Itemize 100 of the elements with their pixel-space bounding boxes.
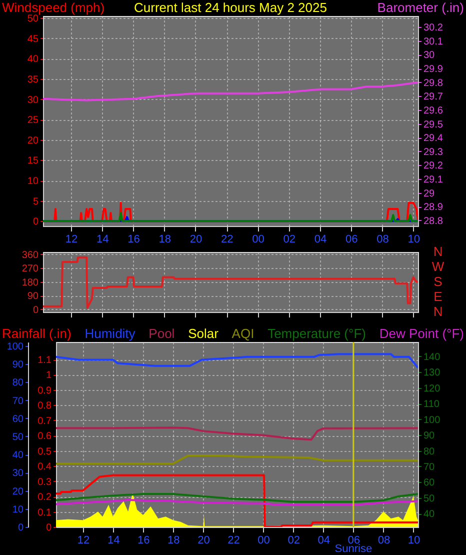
text: N [433,244,443,259]
y3-tick-label: 70 [12,396,24,407]
x-tick-label: 10 [408,534,420,546]
text: Barometer (.in) [377,0,464,15]
text: Solar [188,326,220,341]
y2-tick-label: 50 [424,493,436,504]
series-label: Humidity [84,326,136,341]
x-tick-label: 00 [258,534,270,546]
y2-tick-label: 90 [424,430,436,442]
y3-tick-label: 20 [12,486,24,498]
y2-tick-label: 80 [424,446,436,458]
text: Temperature (°F) [268,326,366,341]
y2-tick-label: 60 [424,478,436,489]
x-tick-label: 04 [314,234,327,246]
text: E [434,289,443,304]
y3-tick-label: 10 [12,504,24,516]
text: Dew Point (°F) [379,326,464,341]
y-tick-label: 0 [46,522,52,534]
x-tick-label: 00 [252,234,264,246]
y-tick-label: 10 [27,176,39,188]
y-tick-label: 0.7 [38,416,52,427]
x-tick-label: 08 [378,534,390,546]
line-series [56,353,418,369]
text: Windspeed (mph) [2,0,105,15]
y-tick-label: 360 [22,250,39,261]
y-tick-label: 25 [27,115,39,126]
x-tick-label: 10 [408,234,420,246]
line-series [56,454,418,465]
y-tick-label: 0.9 [38,385,52,396]
x-tick-label: 22 [220,234,234,246]
ref-line-label: Sunrise [334,543,372,555]
y2-tick-label: 140 [424,352,441,363]
y2-tick-label: 130 [424,368,441,379]
y-tick-label: 0.8 [38,400,52,412]
y3-tick-label: 40 [12,450,24,462]
x-tick-label: 02 [288,534,300,546]
y-tick-label: 1.1 [38,355,52,366]
y3-tick-label: 60 [12,414,24,425]
text: W [432,259,445,274]
y3-tick-label: 80 [12,378,24,389]
x-tick-label: 16 [137,534,150,546]
line-series [56,492,418,503]
y2-tick-label: 29.5 [424,119,444,130]
chart-title: Current last 24 hours May 2 2025 [134,0,327,15]
text: Rainfall (.in) [2,326,72,341]
y-tick-label: 0.5 [38,446,52,458]
x-tick-label: 20 [190,234,202,246]
y3-tick-label: 100 [6,341,24,352]
y-tick-label: 15 [27,156,39,167]
y-tick-label: 45 [27,34,39,45]
y-tick-label: 30 [27,94,39,106]
y-tick-label: 20 [27,135,39,146]
x-tick-label: 22 [228,534,240,546]
text: N [433,304,443,319]
y-tick-label: 0 [32,216,39,228]
x-tick-label: 14 [96,234,109,246]
x-tick-label: 18 [168,534,180,546]
y2-tick-label: 70 [424,462,436,473]
y-tick-label: 0.6 [38,431,52,442]
y3-tick-label: 90 [12,360,24,371]
text: Pool [148,326,175,341]
x-tick-label: 06 [345,234,358,246]
y2-tick-label: 29 [424,188,436,200]
y2-tick-label: 29.1 [424,174,444,186]
y2-tick-label: 29.3 [424,146,444,158]
y2-tick-label: 120 [424,383,441,394]
y2-tick-label: 29.7 [424,92,444,103]
text: AQI [232,326,254,341]
y-tick-label: 50 [27,14,39,25]
y2-tick-label: 28.9 [424,202,444,214]
y2-tick-label: 40 [424,509,436,520]
y2-tick-label: 29.4 [424,133,444,144]
y-tick-label: 0.3 [38,476,52,488]
y2-tick-label: 29.2 [424,160,444,172]
y2-tick-label: 29.8 [424,78,444,89]
y-tick-label: 5 [32,196,39,208]
y2-tick-label: 30 [424,50,436,62]
y2-tick-label: 100 [424,414,441,426]
x-tick-label: 18 [158,234,171,246]
y2-tick-label: 29.9 [424,64,444,75]
x-tick-label: 12 [65,234,78,246]
x-tick-label: 14 [107,534,120,546]
line-series [56,426,418,441]
y-tick-label: 40 [27,54,39,66]
x-tick-label: 20 [198,534,210,546]
y3-tick-label: 30 [12,468,24,480]
y-tick-label: 35 [27,74,39,86]
y-tick-label: 0.4 [38,462,52,473]
y3-tick-label: 50 [12,432,24,443]
y-tick-label: 90 [27,291,39,302]
y-tick-label: 0.1 [38,507,52,518]
y2-tick-label: 30.1 [424,36,444,48]
y2-tick-label: 110 [424,399,440,410]
y2-tick-label: 28.8 [424,216,444,227]
x-tick-label: 02 [283,234,296,246]
text: S [434,274,443,289]
y2-tick-label: 30.2 [424,22,444,34]
x-tick-label: 08 [376,234,389,246]
y-tick-label: 180 [22,277,39,288]
x-tick-label: 04 [318,534,330,546]
